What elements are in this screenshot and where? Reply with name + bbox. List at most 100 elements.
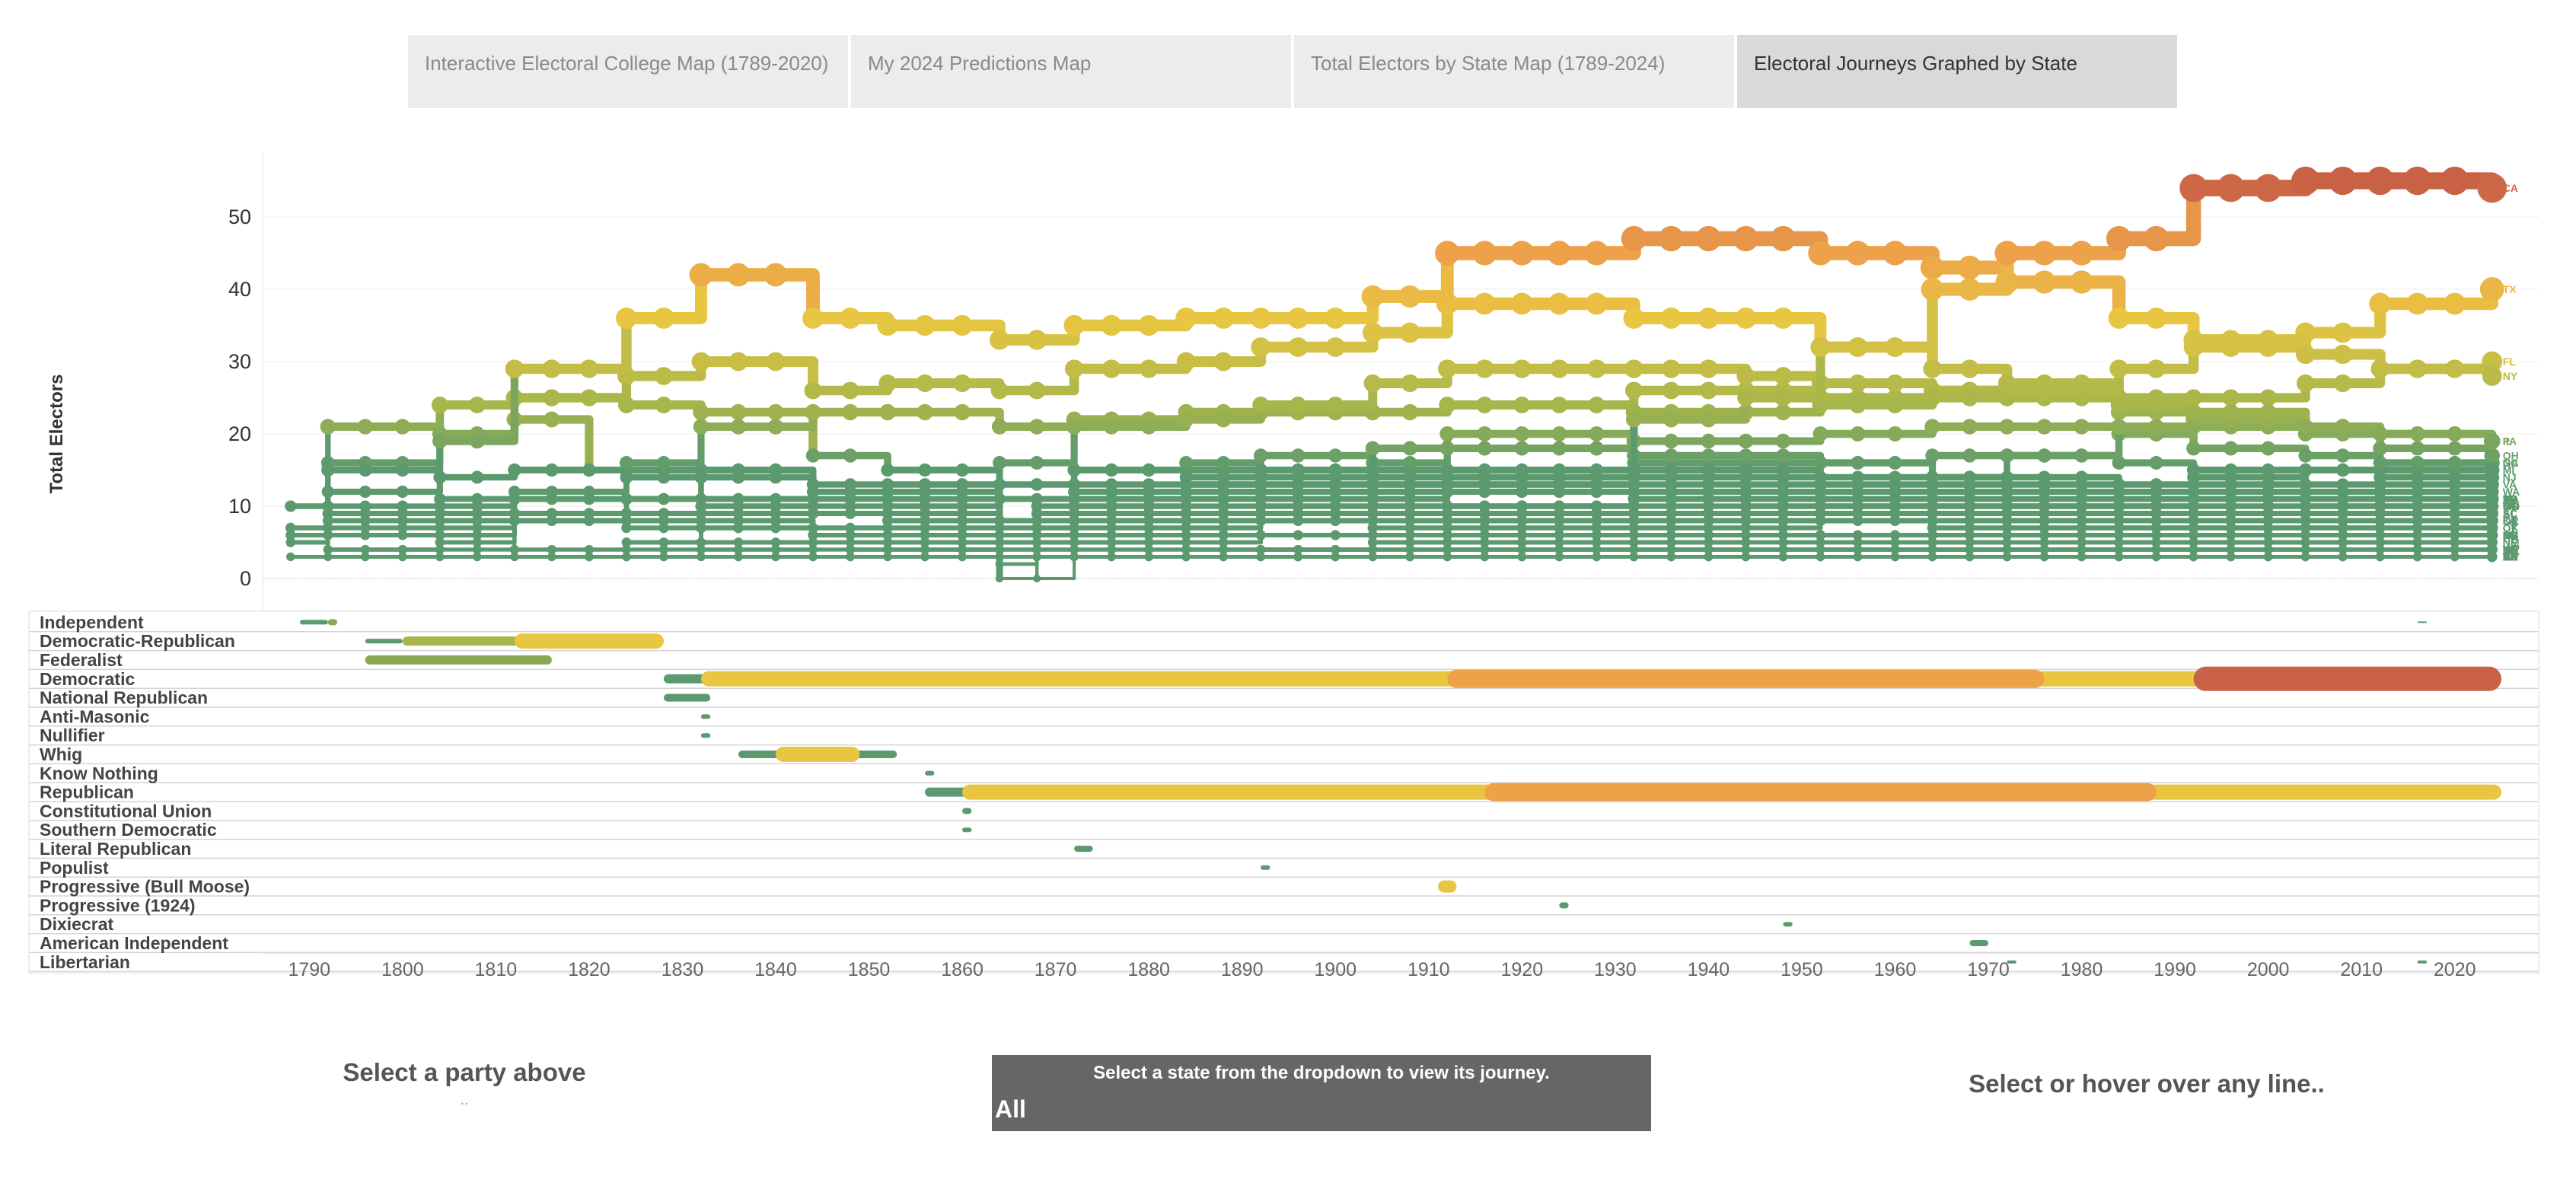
line-segment <box>2003 422 2123 460</box>
electoral-point <box>919 492 931 505</box>
party-row[interactable]: Whig <box>29 744 2539 765</box>
line-segment <box>509 371 632 403</box>
electoral-point <box>357 419 373 435</box>
electoral-point <box>1662 359 1681 378</box>
electoral-point <box>733 537 744 547</box>
electoral-point <box>807 508 819 519</box>
electoral-point <box>285 522 296 534</box>
electoral-point <box>2300 515 2311 526</box>
tab-total-electors-map[interactable]: Total Electors by State Map (1789-2024) <box>1294 35 1734 108</box>
party-row[interactable]: Progressive (1924) <box>29 895 2539 916</box>
party-row[interactable]: Anti-Masonic <box>29 706 2539 727</box>
electoral-point <box>1442 522 1453 534</box>
electoral-point <box>1479 522 1490 534</box>
state-line-mi[interactable]: MI <box>734 419 2514 562</box>
electoral-point <box>1666 545 1676 554</box>
party-selector[interactable]: Select a party above .. <box>289 1058 639 1109</box>
party-row[interactable]: Know Nothing <box>29 763 2539 783</box>
state-label: NE <box>2503 537 2517 549</box>
party-label: National Republican <box>40 688 208 708</box>
party-row[interactable]: National Republican <box>29 688 2539 708</box>
electoral-point <box>2077 545 2087 554</box>
party-row[interactable]: Nullifier <box>29 725 2539 746</box>
party-row[interactable]: Federalist <box>29 650 2539 671</box>
state-line-fl[interactable]: FL <box>846 351 2516 562</box>
party-row[interactable]: Democratic <box>29 666 2539 691</box>
electoral-point <box>1107 552 1116 562</box>
party-row[interactable]: Libertarian <box>29 952 2539 972</box>
line-segment <box>624 540 703 559</box>
electoral-point <box>1216 456 1231 470</box>
electoral-point <box>1666 552 1676 562</box>
electoral-point <box>1887 426 1903 441</box>
party-row[interactable]: Progressive (Bull Moose) <box>29 877 2539 897</box>
state-line-ny[interactable]: NY <box>321 225 2518 498</box>
electoral-point <box>582 486 595 498</box>
state-label: WY <box>2503 551 2520 563</box>
tab-2024-predictions-map[interactable]: My 2024 Predictions Map <box>851 35 1291 108</box>
electoral-point <box>547 552 556 562</box>
party-row[interactable]: Republican <box>29 783 2539 802</box>
tab-interactive-electoral-map[interactable]: Interactive Electoral College Map (1789-… <box>408 35 848 108</box>
electoral-point <box>2449 522 2460 534</box>
electoral-point <box>321 463 335 477</box>
state-label: OK <box>2503 522 2519 534</box>
electoral-point <box>1405 545 1415 554</box>
party-row[interactable]: Literal Republican <box>29 839 2539 859</box>
party-row[interactable]: Democratic-Republican <box>29 631 2539 652</box>
electoral-point <box>1516 478 1529 491</box>
electoral-point <box>1776 448 1790 463</box>
electoral-point <box>883 552 892 562</box>
state-label: MN <box>2503 500 2520 512</box>
electoral-point <box>398 552 407 562</box>
party-row[interactable]: Southern Democratic <box>29 820 2539 840</box>
y-tick-label: 30 <box>228 350 251 373</box>
electoral-point <box>730 419 747 435</box>
state-label: AL <box>2503 508 2517 520</box>
party-row[interactable]: Independent <box>29 612 2539 633</box>
electoral-point <box>1480 545 1490 554</box>
party-row[interactable]: American Independent <box>29 933 2539 954</box>
state-label: AR <box>2503 529 2518 541</box>
electoral-point <box>1885 337 1905 357</box>
electoral-point <box>545 486 558 498</box>
electoral-point <box>658 522 669 534</box>
electoral-point <box>361 552 370 562</box>
state-label: CT <box>2503 522 2517 534</box>
electoral-point <box>1699 381 1717 400</box>
electoral-point <box>1480 552 1490 562</box>
electoral-point <box>542 359 562 378</box>
electoral-point <box>1032 545 1042 554</box>
state-label: MO <box>2503 500 2520 512</box>
electoral-point <box>1890 552 1900 562</box>
party-label: American Independent <box>40 933 228 953</box>
electoral-point <box>1181 545 1191 554</box>
electoral-point <box>1774 367 1793 385</box>
x-tick-label: 1820 <box>568 959 611 980</box>
electoral-point <box>1031 537 1042 547</box>
electoral-point <box>1288 337 1309 357</box>
electoral-point <box>1776 463 1790 477</box>
electoral-point <box>431 397 448 413</box>
state-dropdown[interactable]: Select a state from the dropdown to view… <box>992 1055 1651 1131</box>
line-segment <box>1816 385 1937 403</box>
party-row[interactable]: Dixiecrat <box>29 914 2539 935</box>
electoral-point <box>1666 530 1676 540</box>
electoral-point <box>990 381 1009 400</box>
party-row[interactable]: Populist <box>29 858 2539 878</box>
state-line-mo[interactable]: MO <box>585 441 2520 562</box>
state-label: MA <box>2503 493 2520 505</box>
party-row[interactable]: Constitutional Union <box>29 801 2539 821</box>
electoral-point <box>2217 174 2245 202</box>
electoral-point <box>1813 456 1828 470</box>
electoral-point <box>920 530 930 540</box>
state-label: KS <box>2503 529 2517 541</box>
electoral-point <box>1366 486 1379 498</box>
electoral-point <box>1142 478 1156 491</box>
state-line-ca[interactable]: CA <box>883 166 2518 554</box>
line-segment <box>2189 378 2310 403</box>
electoral-point <box>2412 545 2422 554</box>
tab-electoral-journeys[interactable]: Electoral Journeys Graphed by State <box>1737 35 2177 108</box>
